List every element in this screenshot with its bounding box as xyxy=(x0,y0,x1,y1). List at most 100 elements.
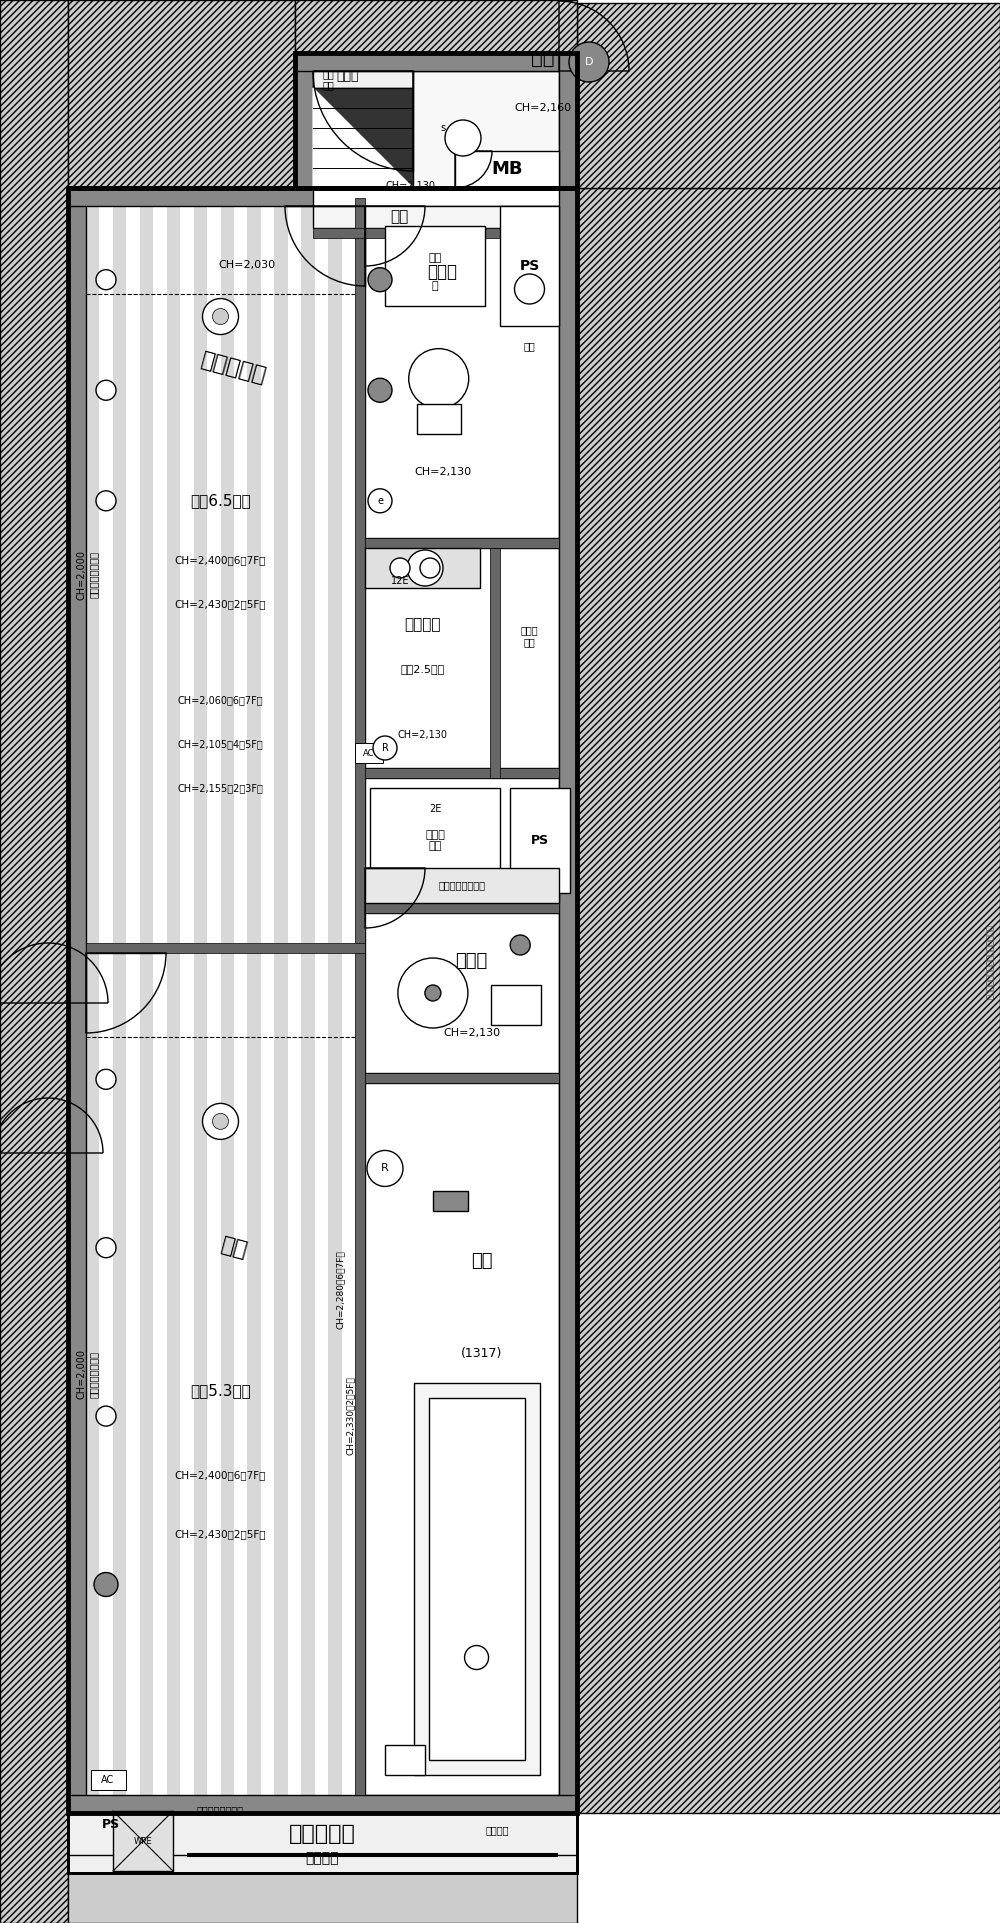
Text: ただし建物ごとにより異なります: ただし建物ごとにより異なります xyxy=(986,923,994,1000)
Bar xyxy=(414,1383,540,1775)
Circle shape xyxy=(96,269,116,290)
Circle shape xyxy=(96,1069,116,1088)
Text: D: D xyxy=(585,58,593,67)
Bar xyxy=(313,71,559,188)
Text: s: s xyxy=(440,123,446,133)
Bar xyxy=(221,954,234,1794)
Bar xyxy=(313,229,559,238)
Text: CH=2,155（2・3F）: CH=2,155（2・3F） xyxy=(178,783,263,792)
Text: 下足入: 下足入 xyxy=(337,69,359,83)
Circle shape xyxy=(445,119,481,156)
Text: CH=2,000: CH=2,000 xyxy=(76,550,86,600)
Bar xyxy=(365,904,559,913)
Bar xyxy=(365,548,559,767)
Text: CH=2,430（2～5F）: CH=2,430（2～5F） xyxy=(175,1529,266,1538)
Bar xyxy=(455,152,559,188)
Bar xyxy=(86,206,99,942)
Bar xyxy=(365,779,559,904)
Circle shape xyxy=(398,958,468,1029)
Bar xyxy=(355,198,365,1794)
Text: CH=2,130: CH=2,130 xyxy=(398,731,448,740)
Bar xyxy=(510,788,570,892)
Bar xyxy=(365,538,559,548)
Bar xyxy=(328,954,342,1794)
Bar xyxy=(91,1769,126,1790)
Text: AC: AC xyxy=(363,748,375,758)
Bar xyxy=(295,54,577,71)
Circle shape xyxy=(409,348,469,410)
Bar xyxy=(385,227,485,306)
Bar xyxy=(113,206,126,942)
Text: 洗面室: 洗面室 xyxy=(456,952,488,969)
Bar xyxy=(365,913,559,1073)
Text: AC: AC xyxy=(101,1775,115,1785)
Bar xyxy=(328,206,342,942)
Circle shape xyxy=(390,558,410,579)
Bar xyxy=(365,767,559,779)
Bar xyxy=(221,206,234,942)
Text: 洗濯機
置場: 洗濯機 置場 xyxy=(425,829,445,852)
Text: CH=2,130: CH=2,130 xyxy=(414,467,471,477)
Text: 物干金物: 物干金物 xyxy=(306,1852,339,1865)
Text: R: R xyxy=(382,742,388,754)
Text: CH=2,060（6・7F）: CH=2,060（6・7F） xyxy=(178,694,263,706)
Bar xyxy=(86,206,355,942)
Bar xyxy=(295,54,313,188)
Bar xyxy=(301,206,315,942)
Bar xyxy=(247,206,261,942)
Bar xyxy=(365,206,559,538)
Bar xyxy=(140,206,153,942)
Bar xyxy=(365,867,559,904)
Circle shape xyxy=(96,1238,116,1258)
Circle shape xyxy=(367,1150,403,1186)
Bar xyxy=(417,404,461,435)
Bar xyxy=(86,942,365,954)
Bar xyxy=(429,1398,525,1760)
Bar xyxy=(113,954,126,1794)
Circle shape xyxy=(96,381,116,400)
Text: WPE: WPE xyxy=(134,1836,152,1846)
Bar xyxy=(113,1811,173,1871)
Circle shape xyxy=(373,737,397,760)
Bar xyxy=(167,954,180,1794)
Bar xyxy=(86,954,355,1794)
Text: CH=2,400（6・7F）: CH=2,400（6・7F） xyxy=(175,554,266,565)
Circle shape xyxy=(213,1113,229,1129)
Bar xyxy=(365,1073,559,1083)
Text: カーテンボックス: カーテンボックス xyxy=(89,552,99,598)
Circle shape xyxy=(203,1104,239,1140)
Circle shape xyxy=(420,558,440,579)
Text: PS: PS xyxy=(531,835,549,846)
Circle shape xyxy=(425,985,441,1002)
Bar xyxy=(365,1083,559,1794)
Circle shape xyxy=(368,267,392,292)
Text: PS: PS xyxy=(519,260,540,273)
Text: CH=2,130: CH=2,130 xyxy=(443,1029,500,1038)
Bar xyxy=(490,548,500,779)
Text: e: e xyxy=(377,496,383,506)
Bar xyxy=(274,206,288,942)
Bar xyxy=(167,206,180,942)
Text: カーテンボックス: カーテンボックス xyxy=(89,1350,99,1398)
Text: 廊下: 廊下 xyxy=(390,210,408,225)
Text: R: R xyxy=(381,1163,389,1173)
Bar xyxy=(140,954,153,1794)
Text: CH=2,400（6・7F）: CH=2,400（6・7F） xyxy=(175,1469,266,1481)
Text: 洋室: 洋室 xyxy=(218,1235,249,1261)
Bar xyxy=(301,954,315,1794)
Circle shape xyxy=(203,298,239,335)
Text: 玄関: 玄関 xyxy=(531,48,555,67)
Bar xyxy=(433,1190,468,1211)
Bar xyxy=(68,188,86,1813)
Bar xyxy=(313,206,559,229)
Bar xyxy=(313,71,413,88)
Text: MB: MB xyxy=(491,160,523,179)
Text: 外倒し窓: 外倒し窓 xyxy=(485,1825,509,1835)
Text: キッチン: キッチン xyxy=(404,617,441,633)
Bar xyxy=(0,0,68,1923)
Text: CH=2,430（2～5F）: CH=2,430（2～5F） xyxy=(175,598,266,610)
Bar xyxy=(365,548,480,588)
Bar xyxy=(68,1813,577,1873)
Circle shape xyxy=(407,550,443,587)
Bar xyxy=(68,1794,577,1813)
